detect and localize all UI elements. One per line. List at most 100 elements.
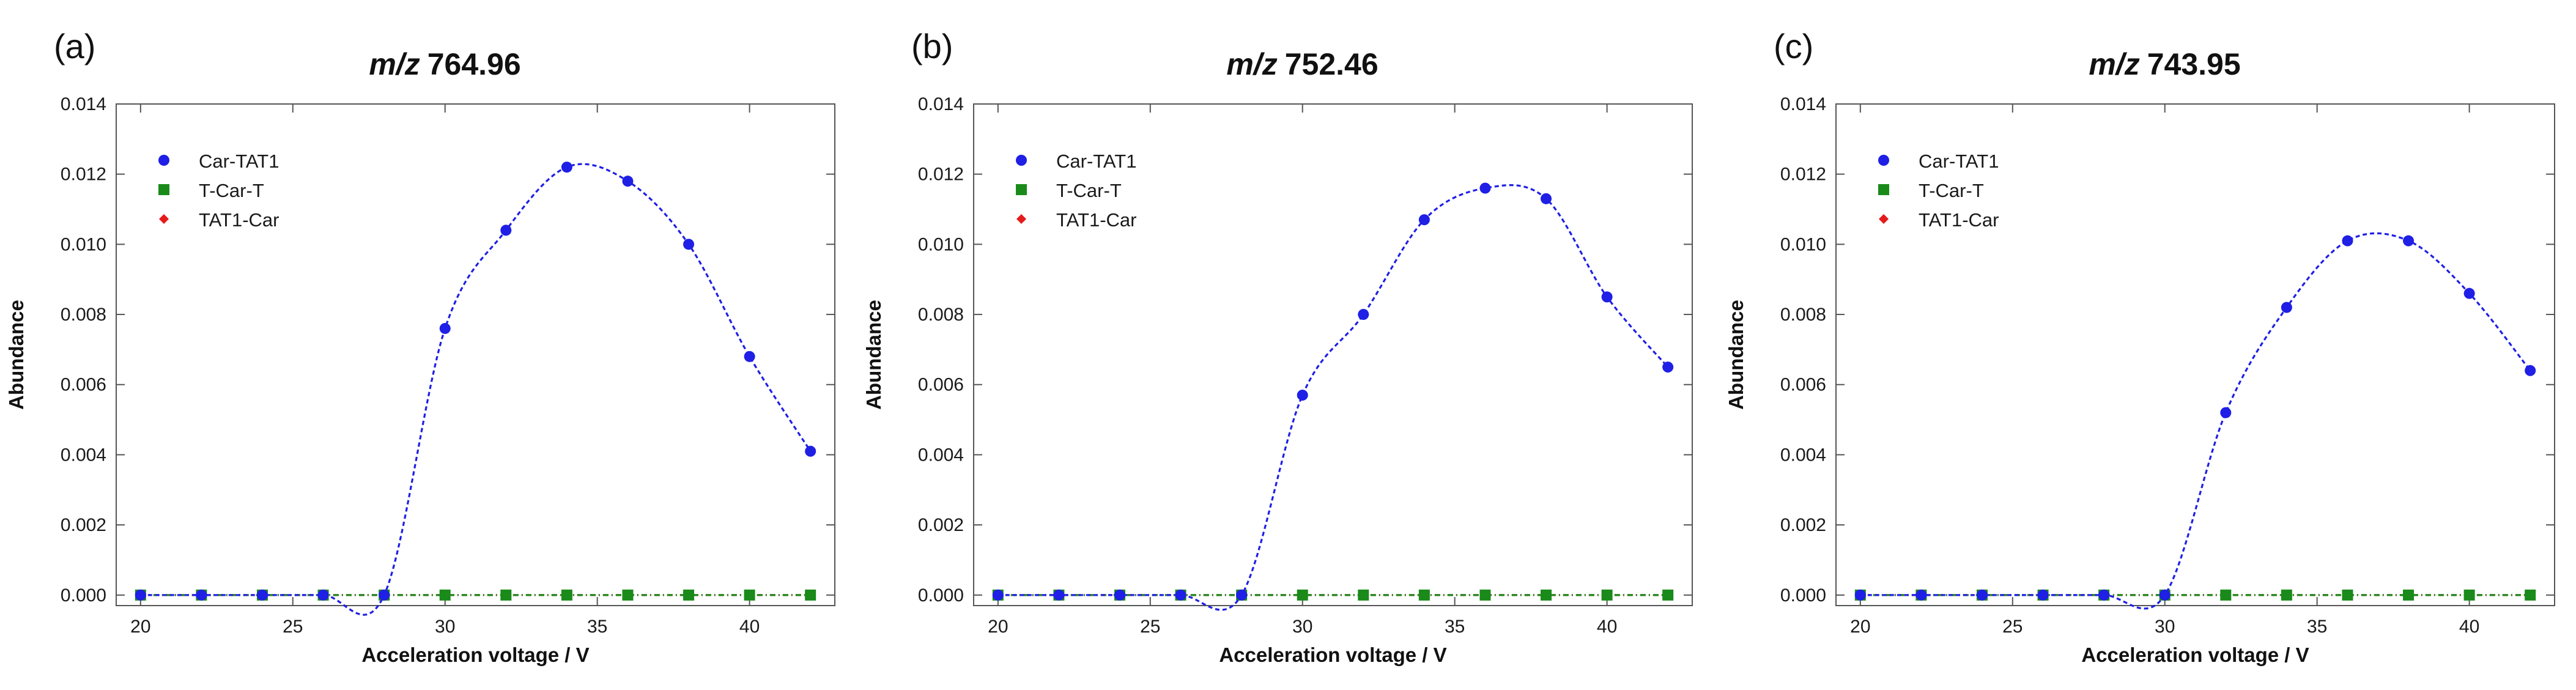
y-tick-label: 0.002 [918, 515, 964, 535]
y-tick-label: 0.004 [918, 445, 964, 465]
data-point [1053, 589, 1065, 601]
legend-label: Car-TAT1 [1056, 150, 1136, 172]
y-tick-label: 0.002 [1780, 515, 1826, 535]
legend: Car-TAT1 T-Car-T TAT1-Car [158, 150, 279, 231]
data-point [196, 589, 207, 601]
chart-title: m/z 743.95 [2089, 47, 2240, 81]
data-point [1358, 309, 1369, 321]
x-tick-label: 30 [1292, 617, 1312, 637]
series-line [1860, 232, 2531, 610]
series-car-tat1 [135, 161, 816, 616]
data-point [1662, 589, 1674, 601]
data-point [256, 589, 268, 601]
y-tick-label: 0.004 [1780, 445, 1826, 465]
data-point [317, 589, 329, 601]
x-axis-label: Acceleration voltage / V [361, 644, 589, 666]
title-mz: m/z [1226, 47, 1277, 81]
chart-panel-3: (c) m/z 743.95 0.000 0.002 0.004 0.006 0.008 0.0… [1725, 27, 2555, 666]
data-point [2159, 589, 2171, 601]
y-tick-label: 0.008 [918, 305, 964, 325]
data-point [744, 351, 755, 362]
panel-label: (b) [911, 27, 953, 65]
data-point [805, 445, 816, 457]
y-tick-label: 0.014 [918, 94, 964, 114]
data-point [500, 589, 512, 601]
y-tick-label: 0.012 [61, 165, 106, 185]
series-line [997, 184, 1669, 611]
data-point [1114, 589, 1125, 601]
y-tick-label: 0.008 [1780, 305, 1826, 325]
title-value: 764.96 [427, 47, 521, 81]
y-tick-label: 0.000 [61, 585, 106, 606]
data-point [1601, 589, 1613, 601]
legend-label: Car-TAT1 [1919, 150, 1999, 172]
data-point [1541, 193, 1552, 204]
x-tick-label: 25 [2002, 617, 2023, 637]
data-point [1418, 589, 1430, 601]
data-point [992, 589, 1004, 601]
x-tick-label: 35 [2307, 617, 2327, 637]
data-point [683, 239, 695, 250]
x-tick-label: 30 [2155, 617, 2175, 637]
data-point [500, 224, 512, 236]
y-tick-label: 0.010 [918, 234, 964, 254]
x-tick-label: 35 [587, 617, 607, 637]
data-point [2403, 589, 2415, 601]
data-point [2281, 302, 2292, 313]
data-point [561, 161, 572, 173]
series-line [140, 163, 812, 616]
y-tick-label: 0.004 [61, 445, 106, 465]
legend-label: T-Car-T [1056, 180, 1122, 201]
series-car-tat1 [1854, 232, 2536, 610]
data-point [1479, 182, 1491, 194]
legend-marker [1016, 184, 1027, 195]
title-value: 743.95 [2147, 47, 2241, 81]
y-tick-label: 0.012 [1780, 165, 1826, 185]
panel-label: (a) [54, 27, 95, 65]
data-point [1854, 589, 1866, 601]
x-tick-label: 40 [2459, 617, 2479, 637]
y-tick-label: 0.006 [1780, 375, 1826, 395]
legend-marker [1878, 184, 1889, 195]
legend-marker [1016, 214, 1026, 224]
legend: Car-TAT1 T-Car-T TAT1-Car [1016, 150, 1136, 231]
x-tick-label: 25 [1140, 617, 1160, 637]
y-tick-label: 0.006 [918, 375, 964, 395]
data-point [1541, 589, 1552, 601]
chart-title: m/z 764.96 [369, 47, 520, 81]
legend-label: TAT1-Car [199, 209, 279, 231]
legend-label: T-Car-T [199, 180, 264, 201]
x-tick-label: 30 [435, 617, 455, 637]
x-tick-label: 25 [283, 617, 303, 637]
data-point [1297, 589, 1308, 601]
data-point [622, 589, 634, 601]
plot-frame [973, 103, 1693, 606]
chart-panel-1: (a) m/z 764.96 0.000 0.002 0.004 0.006 0.008 0.0… [5, 27, 835, 666]
y-tick-label: 0.006 [61, 375, 106, 395]
x-tick-label: 20 [130, 617, 150, 637]
legend-label: TAT1-Car [1919, 209, 1999, 231]
y-axis-label: Abundance [1725, 300, 1747, 410]
y-tick-label: 0.000 [918, 585, 964, 606]
legend: Car-TAT1 T-Car-T TAT1-Car [1878, 150, 1999, 231]
legend-label: T-Car-T [1919, 180, 1984, 201]
legend-marker [1878, 155, 1889, 166]
data-point [1479, 589, 1491, 601]
legend-marker [158, 155, 169, 166]
data-point [2220, 589, 2232, 601]
x-tick-label: 35 [1445, 617, 1465, 637]
x-tick-label: 20 [1850, 617, 1870, 637]
legend-marker [158, 184, 169, 195]
data-point [2281, 589, 2292, 601]
title-mz: m/z [369, 47, 420, 81]
data-point [135, 589, 146, 601]
data-point [2342, 589, 2353, 601]
data-point [1662, 362, 1674, 373]
y-tick-label: 0.014 [61, 94, 106, 114]
data-point [2037, 589, 2049, 601]
plot-frame [1835, 103, 2555, 606]
data-point [1358, 589, 1369, 601]
data-point [1915, 589, 1927, 601]
series-car-tat1 [992, 182, 1674, 611]
